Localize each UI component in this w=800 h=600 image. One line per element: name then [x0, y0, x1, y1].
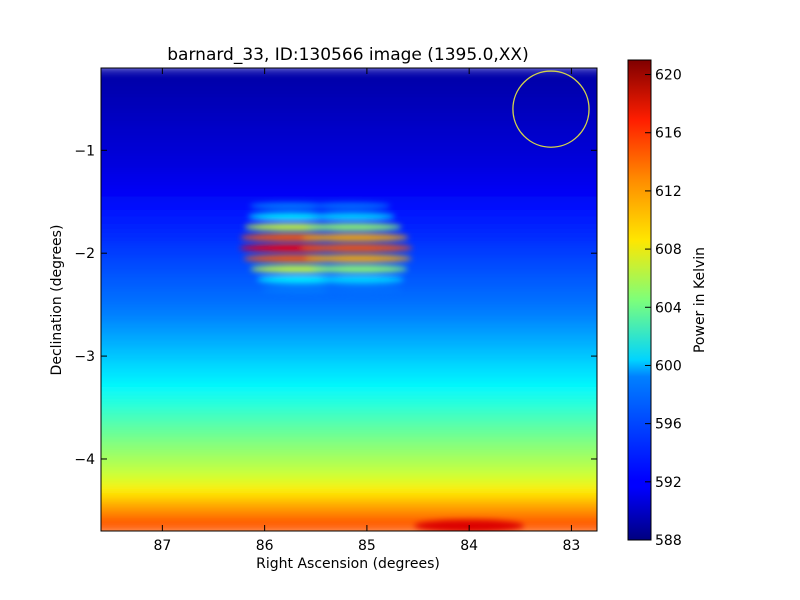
heatmap-image: [101, 68, 597, 531]
colorbar-tick-label: 616: [655, 126, 682, 142]
colorbar: [627, 59, 652, 541]
chart-title: barnard_33, ID:130566 image (1395.0,XX): [167, 45, 528, 65]
x-axis: 87 86 85 84 83: [153, 68, 580, 554]
source-stripe: [261, 286, 342, 294]
colorbar-label: Power in Kelvin: [692, 247, 708, 353]
source-stripe: [304, 254, 412, 263]
source-stripe: [305, 223, 402, 231]
x-tick-label: 83: [563, 538, 581, 554]
x-axis-label: Right Ascension (degrees): [256, 556, 440, 572]
source-stripe: [322, 286, 403, 294]
colorbar-tick-label: 604: [655, 300, 682, 316]
source-stripe: [301, 233, 409, 242]
x-tick-label: 85: [358, 538, 376, 554]
beam-circle: [512, 70, 590, 148]
source-stripe: [249, 202, 330, 210]
colorbar-tick-label: 608: [655, 242, 682, 258]
source-stripe: [300, 244, 413, 252]
x-tick-label: 84: [460, 538, 478, 554]
y-tick-label: −2: [74, 246, 95, 262]
y-tick-label: −3: [74, 349, 95, 365]
source-stripe: [309, 212, 396, 221]
source-stripe: [318, 275, 405, 284]
colorbar-tick-label: 612: [655, 184, 682, 200]
source-stripe: [256, 275, 343, 284]
source-stripe: [310, 202, 391, 210]
y-tick-label: −4: [74, 452, 95, 468]
colorbar-tick-label: 588: [655, 533, 682, 549]
colorbar-axis: 588 592 596 600 604 608 612 616 620: [645, 68, 682, 549]
source-stripe: [311, 265, 408, 273]
colorbar-tick-label: 600: [655, 358, 682, 374]
x-tick-label: 86: [256, 538, 274, 554]
colorbar-tick-label: 620: [655, 68, 682, 84]
heatmap-band: [101, 521, 597, 531]
y-tick-label: −1: [74, 143, 95, 159]
x-tick-label: 87: [153, 538, 171, 554]
plot-frame: [100, 67, 598, 532]
colorbar-tick-label: 592: [655, 475, 682, 491]
y-axis-label: Declination (degrees): [49, 225, 65, 376]
source-stripe: [247, 212, 334, 221]
y-axis: −1 −2 −3 −4: [74, 143, 597, 468]
colorbar-tick-label: 596: [655, 417, 682, 433]
